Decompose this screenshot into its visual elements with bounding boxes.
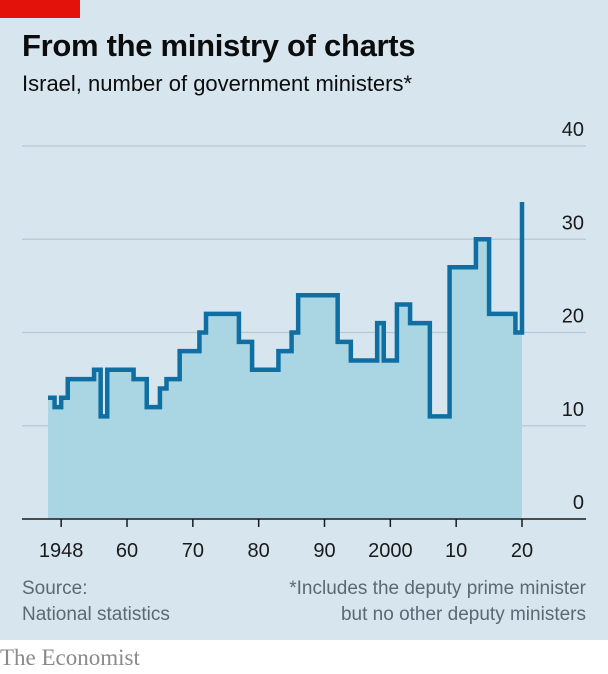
footnote-line-1: *Includes the deputy prime minister (289, 578, 586, 599)
x-tick-label: 90 (313, 540, 335, 562)
x-tick-label: 2000 (368, 540, 413, 562)
y-tick-label: 30 (562, 212, 584, 234)
footnote: *Includes the deputy prime minister but … (289, 576, 586, 628)
x-tick-label: 1948 (39, 540, 84, 562)
y-tick-label: 20 (562, 306, 584, 328)
x-tick-label: 80 (248, 540, 270, 562)
brand-red-tag (0, 0, 80, 18)
x-tick-label: 60 (116, 540, 138, 562)
chart-subtitle: Israel, number of government ministers* (22, 71, 413, 96)
series-area (48, 201, 522, 519)
x-tick-label: 10 (445, 540, 467, 562)
source-note: Source: National statistics (22, 576, 170, 628)
series-line (48, 201, 525, 419)
y-tick-label: 10 (562, 399, 584, 421)
source-line-1: Source: (22, 578, 88, 599)
y-tick-label: 0 (573, 492, 584, 514)
source-line-2: National statistics (22, 604, 170, 625)
x-tick-label: 20 (511, 540, 533, 562)
x-tick-label: 70 (182, 540, 204, 562)
y-tick-label: 40 (562, 119, 584, 141)
economist-logo: The Economist (0, 645, 140, 670)
chart-title: From the ministry of charts (22, 28, 416, 63)
tick-labels: 0 10 20 30 40 1948 60 70 80 90 2000 10 20 (39, 119, 584, 562)
footnote-line-2: but no other deputy ministers (340, 604, 586, 625)
x-axis (22, 518, 586, 527)
